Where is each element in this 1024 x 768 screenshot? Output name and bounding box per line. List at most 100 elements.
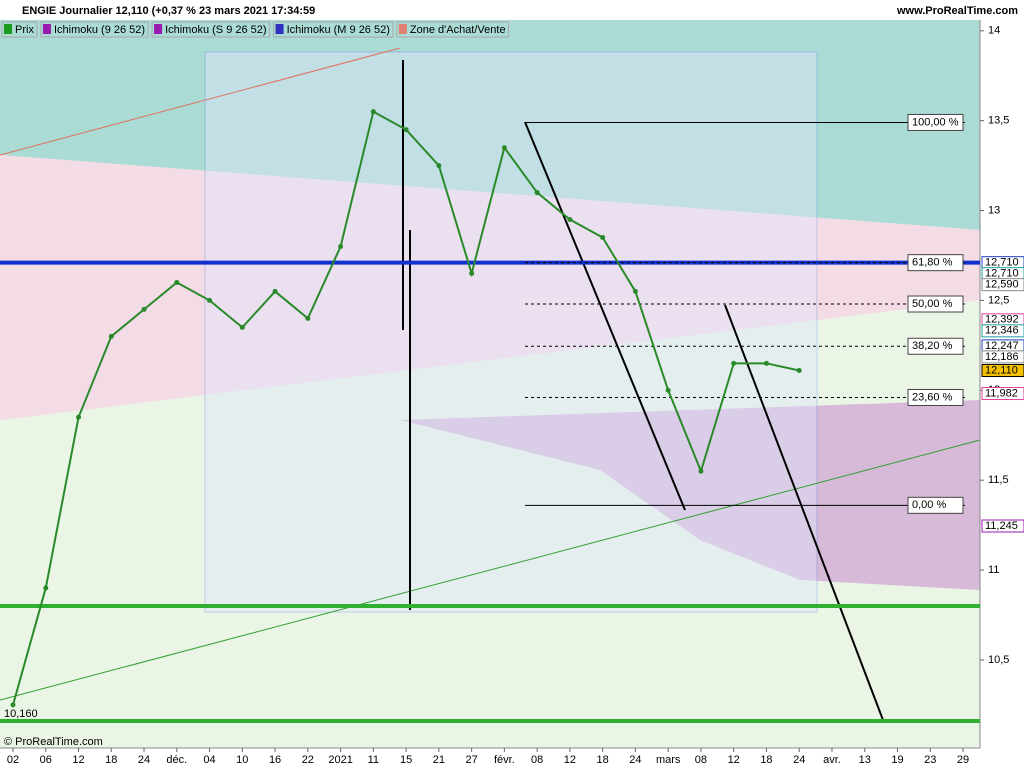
x-tick-label: 19 <box>891 754 903 766</box>
y-tick-label: 13 <box>988 204 1000 216</box>
legend-label: Ichimoku (S 9 26 52) <box>165 24 267 36</box>
chart-title: ENGIE Journalier 12,110 (+0,37 % 23 mars… <box>22 5 315 17</box>
level-label: 10,160 <box>4 708 38 720</box>
price-tag-label: 12,186 <box>985 351 1019 363</box>
price-point <box>305 315 311 321</box>
y-tick-label: 11,5 <box>988 474 1009 486</box>
x-tick-label: 08 <box>695 754 707 766</box>
x-tick-label: 06 <box>40 754 52 766</box>
x-tick-label: 10 <box>236 754 248 766</box>
legend-label: Ichimoku (9 26 52) <box>54 24 145 36</box>
legend-box <box>151 21 271 38</box>
x-tick-label: 18 <box>105 754 117 766</box>
selection-box <box>204 51 818 613</box>
legend-swatch <box>4 24 12 34</box>
price-point <box>141 306 147 312</box>
price-point <box>108 333 114 339</box>
price-point <box>501 145 507 151</box>
trend-line <box>0 439 981 701</box>
fib-box <box>907 295 964 313</box>
y-tick-label: 14 <box>988 25 1000 37</box>
price-point <box>436 163 442 169</box>
price-point <box>43 585 49 591</box>
x-tick-label: 24 <box>793 754 805 766</box>
x-tick-label: 22 <box>302 754 314 766</box>
fib-box <box>907 113 964 131</box>
price-tag-label: 12,247 <box>985 340 1019 352</box>
legend: Prix Ichimoku (9 26 52) Ichimoku (S 9 26 5… <box>1 21 510 38</box>
x-tick-label: 08 <box>531 754 543 766</box>
x-tick-label: mars <box>656 754 681 766</box>
x-tick-label: févr. <box>494 754 515 766</box>
fib-label: 100,00 % <box>912 116 959 128</box>
price-point <box>796 368 802 374</box>
footer: © ProRealTime.com <box>4 736 103 748</box>
trend-line <box>0 47 401 156</box>
x-tick-label: 11 <box>368 754 379 766</box>
price-tag-label: 12,346 <box>985 325 1019 337</box>
price-tag-label: 12,110 <box>985 364 1018 376</box>
pink-zone <box>0 155 980 420</box>
x-tick-label: 16 <box>269 754 281 766</box>
legend-box <box>396 21 510 38</box>
legend-box <box>273 21 394 38</box>
legend-box <box>1 21 38 38</box>
x-tick-label: 12 <box>564 754 576 766</box>
price-point <box>370 109 376 115</box>
price-tag-label: 12,710 <box>985 268 1019 280</box>
trend-arrow <box>524 121 686 511</box>
x-tick-label: 15 <box>400 754 412 766</box>
price-tag <box>981 387 1024 401</box>
price-point <box>10 702 16 708</box>
header <box>0 0 1024 20</box>
price-point <box>632 288 638 294</box>
price-tag-label: 12,392 <box>985 314 1019 326</box>
price-tag <box>981 519 1024 533</box>
price-point <box>338 243 344 249</box>
price-point <box>600 235 606 241</box>
y-tick-label: 10,5 <box>988 654 1009 666</box>
x-tick-label: 18 <box>597 754 609 766</box>
price-tag-label: 12,590 <box>985 279 1019 291</box>
legend-box <box>40 21 149 38</box>
legend-swatch <box>154 24 163 34</box>
fib-box <box>907 388 964 406</box>
price-tag <box>981 278 1024 292</box>
fib-label: 50,00 % <box>912 298 953 310</box>
price-point <box>567 217 573 223</box>
price-point <box>763 360 769 366</box>
price-point <box>403 127 409 133</box>
x-tick-label: 04 <box>203 754 215 766</box>
price-tag-label: 11,982 <box>985 387 1018 399</box>
x-tick-label: 29 <box>957 754 969 766</box>
fib-label: 0,00 % <box>912 499 946 511</box>
price-point <box>207 297 213 303</box>
price-tag <box>981 350 1024 364</box>
price-tag-label: 11,245 <box>985 520 1018 532</box>
price-tag <box>981 324 1024 338</box>
price-point <box>731 360 737 366</box>
x-tick-label: 23 <box>924 754 936 766</box>
fib-box <box>907 496 964 514</box>
x-tick-label: avr. <box>823 754 841 766</box>
x-tick-label: 24 <box>629 754 641 766</box>
price-point <box>76 414 82 420</box>
x-tick-label: 13 <box>859 754 871 766</box>
cloud-zone <box>0 20 980 230</box>
fib-label: 61,80 % <box>912 257 953 269</box>
x-tick-label: 12 <box>72 754 84 766</box>
x-tick-label: 18 <box>760 754 772 766</box>
legend-label: Prix <box>15 24 34 36</box>
price-point <box>239 324 245 330</box>
legend-swatch <box>42 24 51 34</box>
fib-box <box>907 254 964 272</box>
y-tick-label: 11 <box>988 564 999 576</box>
price-tag-label: 12,710 <box>985 257 1019 269</box>
price-point <box>272 288 278 294</box>
trend-arrow <box>724 304 884 721</box>
legend-swatch <box>275 24 284 34</box>
price-point <box>698 468 704 474</box>
x-tick-label: 24 <box>138 754 150 766</box>
y-tick-label: 13,5 <box>988 115 1009 127</box>
price-tag <box>981 364 1024 378</box>
